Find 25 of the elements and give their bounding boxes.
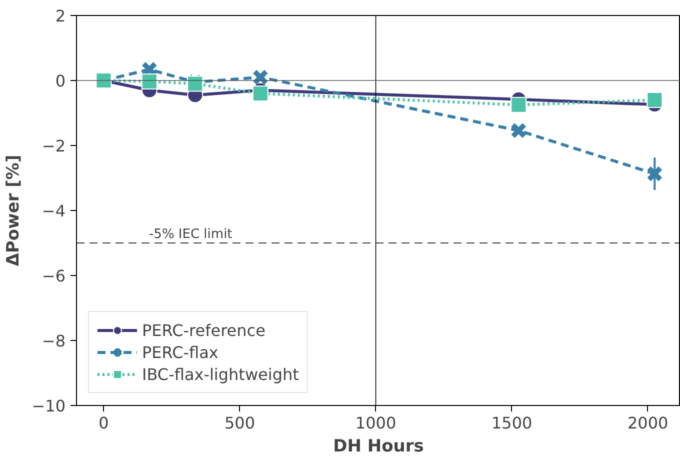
x-tick-label: 500	[224, 414, 256, 432]
legend-label: IBC-flax-lightweight	[142, 364, 299, 384]
point	[141, 73, 158, 90]
y-axis-title: ΔPower [%]	[4, 154, 24, 266]
y-tick-label: −6	[42, 266, 66, 286]
x-tick-label: 2000	[627, 414, 668, 432]
y-tick-label: 2	[55, 6, 66, 26]
y-tick-label: −10	[32, 396, 66, 416]
y-tick-label: −4	[42, 202, 66, 220]
y-tick-label: 0	[55, 72, 66, 90]
ref-line-label: -5% IEC limit	[148, 227, 232, 242]
legend-label: PERC-reference	[142, 320, 266, 340]
x-tick-label: 1000	[355, 414, 396, 432]
point	[252, 69, 269, 86]
point	[510, 96, 527, 113]
y-tick-label: −8	[42, 332, 66, 350]
point	[510, 122, 527, 139]
legend-label: PERC-flax	[142, 342, 218, 362]
x-tick-label: 1500	[491, 414, 532, 432]
y-tick-label: −2	[42, 136, 66, 156]
x-axis-title: DH Hours	[333, 436, 424, 456]
x-tick-label: 0	[98, 414, 109, 432]
point	[646, 92, 663, 108]
point	[646, 166, 663, 182]
point	[252, 86, 268, 102]
